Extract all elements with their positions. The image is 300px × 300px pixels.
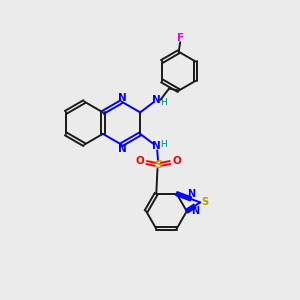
Text: O: O (172, 156, 181, 166)
Text: N: N (152, 141, 161, 152)
Text: N: N (118, 93, 127, 103)
Text: N: N (187, 189, 195, 199)
Text: H: H (160, 140, 166, 148)
Text: S: S (154, 160, 162, 170)
Text: N: N (191, 206, 199, 216)
Text: S: S (201, 197, 208, 207)
Text: N: N (118, 143, 127, 154)
Text: F: F (177, 33, 184, 43)
Text: H: H (160, 98, 166, 107)
Text: O: O (136, 156, 144, 166)
Text: N: N (152, 95, 161, 105)
